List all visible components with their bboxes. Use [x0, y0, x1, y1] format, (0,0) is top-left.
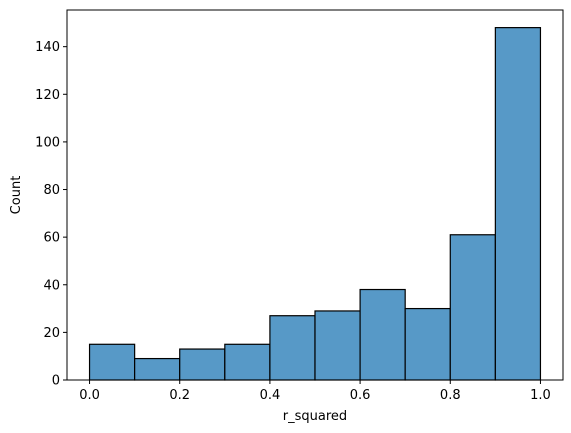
histogram-bar-6 [359, 288, 406, 381]
histogram-bar-9 [494, 27, 542, 381]
x-tick-label: 0.0 [79, 388, 100, 403]
histogram-bar-3 [224, 343, 271, 381]
histogram-bar-4 [269, 315, 316, 381]
histogram-bar-1 [134, 357, 181, 381]
histogram-bar-7 [404, 307, 451, 381]
y-axis-label: Count [9, 176, 24, 215]
histogram-bar-2 [179, 348, 226, 381]
plot-frame [66, 9, 564, 381]
x-ticks-group: 0.0 0.2 0.4 0.6 0.8 1.0 [79, 380, 551, 403]
y-tick-label: 80 [43, 183, 60, 198]
bars-group [88, 27, 542, 381]
x-tick-label: 0.4 [260, 388, 281, 403]
y-tick-label: 60 [43, 231, 60, 246]
x-tick-label: 0.2 [169, 388, 190, 403]
y-tick-label: 40 [43, 278, 60, 293]
y-tick-label: 140 [35, 40, 60, 55]
x-axis-label: r_squared [283, 409, 347, 424]
histogram-bar-0 [88, 343, 136, 381]
histogram-bar-8 [449, 234, 496, 381]
y-ticks-group: 0 20 40 60 80 100 120 140 [35, 40, 67, 389]
y-tick-label: 120 [35, 88, 60, 103]
histogram-bar-5 [314, 310, 361, 381]
y-tick-label: 100 [35, 135, 60, 150]
y-tick-label: 20 [43, 326, 60, 341]
x-tick-label: 0.8 [440, 388, 461, 403]
y-tick-label: 0 [52, 374, 60, 389]
x-tick-label: 1.0 [530, 388, 551, 403]
x-tick-label: 0.6 [350, 388, 371, 403]
